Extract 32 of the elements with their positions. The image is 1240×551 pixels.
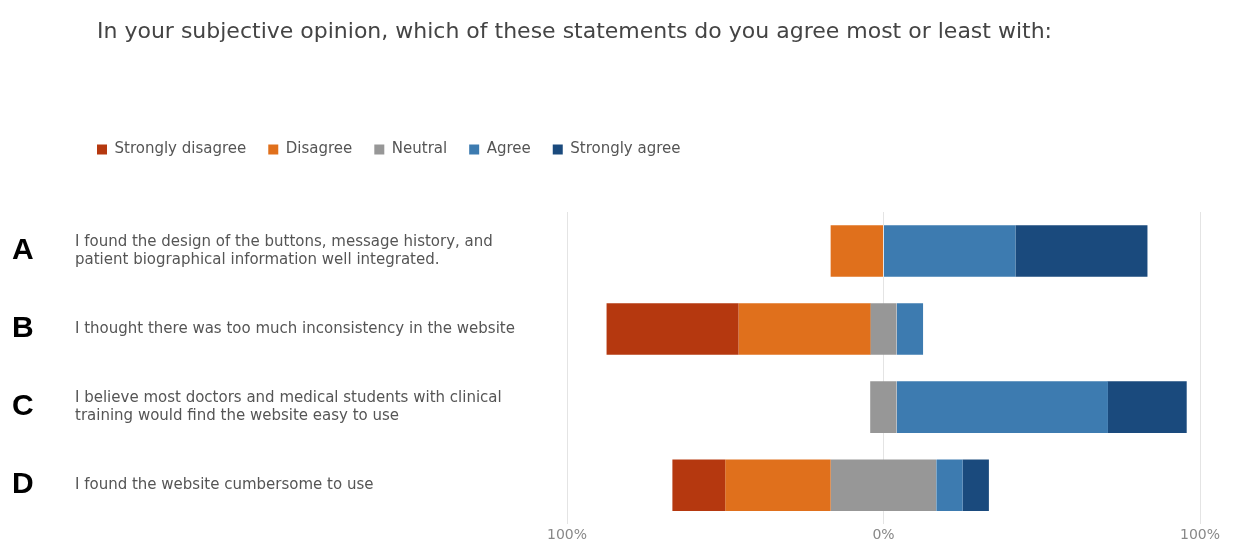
legend-label: Strongly agree (570, 139, 681, 158)
bar (830, 225, 883, 277)
y-tick-label: I found the design of the buttons, message history, and patient biographical information well integrated. (75, 231, 493, 268)
text: A (12, 232, 34, 266)
y-tick-label: I thought there was too much inconsistency in the website (75, 318, 515, 337)
bar (725, 459, 831, 511)
bar (738, 303, 871, 355)
bar (830, 459, 937, 511)
x-tick-label: 100% (546, 526, 588, 543)
legend-label: Disagree (285, 139, 353, 158)
text: B (12, 310, 34, 344)
legend-label: Strongly disagree (114, 139, 247, 158)
legend-label: Neutral (391, 139, 448, 158)
bar (962, 459, 989, 511)
bar (1107, 381, 1187, 433)
bar (672, 459, 726, 511)
y-tick-label: I believe most doctors and medical students with clinical training would find the website easy to use (75, 388, 502, 425)
x-tick-label: 0% (872, 526, 895, 543)
bar (936, 459, 963, 511)
legend-label: Agree (486, 139, 531, 158)
bar (1015, 225, 1148, 277)
bar (884, 225, 1016, 277)
bar (896, 303, 924, 355)
y-tick-label: I found the website cumbersome to use (75, 475, 374, 494)
chart-title: In your subjective opinion, which of these statements do you agree most or least with: (97, 18, 1053, 43)
bar (870, 381, 897, 433)
text: D (12, 466, 34, 500)
bar (606, 303, 739, 355)
bar (870, 303, 897, 355)
x-tick-label: 100% (1179, 526, 1221, 543)
text: C (12, 388, 34, 422)
bar (896, 381, 1108, 433)
